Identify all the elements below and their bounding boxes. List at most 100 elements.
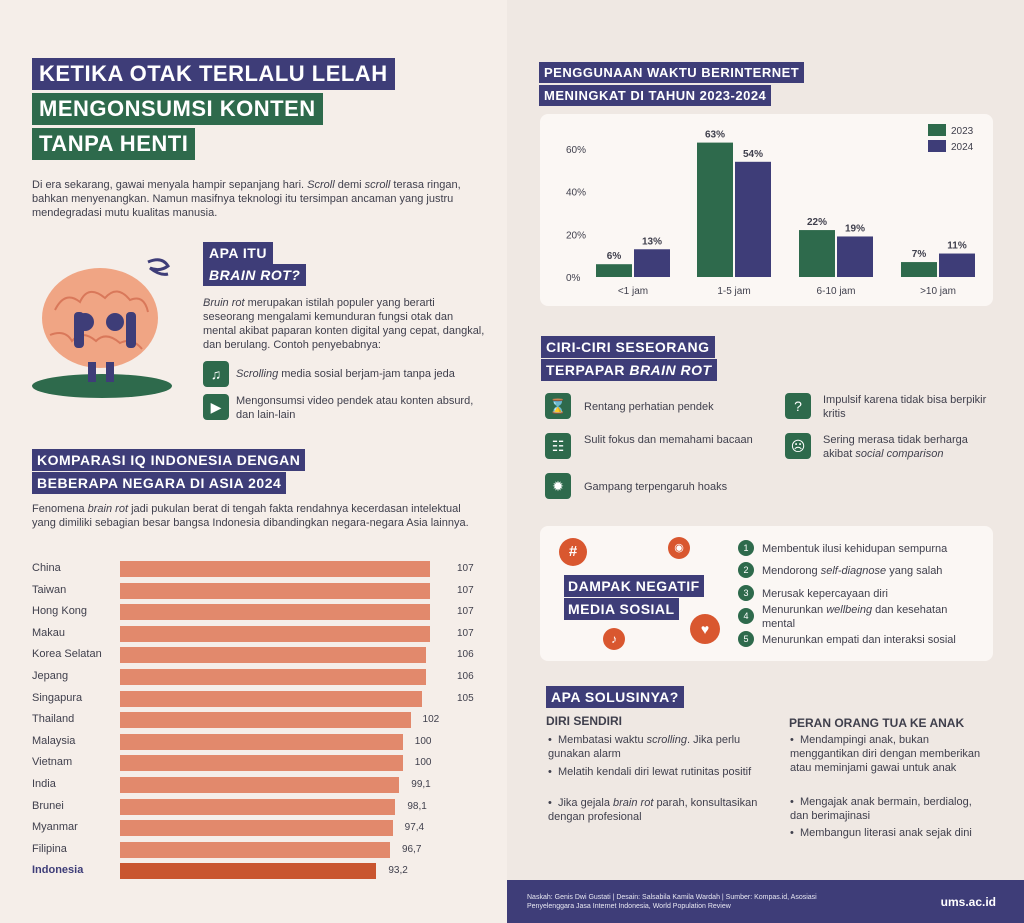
intro-text: Di era sekarang, gawai menyala hampir se… [32, 179, 461, 219]
ciri-item-4: Impulsif karena tidak bisa berpikir krit… [823, 394, 987, 420]
x-category-label: 6-10 jam [817, 286, 856, 297]
solusi-self-3: • Jika gejala brain rot parah, konsultas… [548, 797, 758, 823]
iq-bar [120, 863, 377, 880]
bar-value-label: 54% [743, 149, 763, 160]
iq-row-hong-kong: Hong Kong 107 [32, 603, 474, 621]
bar-value-label: 7% [912, 249, 927, 260]
question-bubble-icon: ? [785, 393, 811, 419]
phone-icon: ♫ [203, 361, 229, 387]
solusi-tag: APA SOLUSINYA? [546, 686, 684, 708]
bar-value-label: 22% [807, 217, 827, 228]
footer-site[interactable]: ums.ac.id [940, 895, 996, 909]
dampak-number-1: 1 [738, 540, 754, 556]
iq-value-label: 107 [457, 606, 474, 618]
iq-bar [120, 561, 430, 577]
iq-value-label: 107 [457, 563, 474, 574]
iq-value-label: 99,1 [411, 779, 431, 790]
cause-2: Mengonsumsi video pendek atau konten abs… [236, 395, 474, 421]
iq-country-label: Jepang [32, 670, 69, 682]
iq-row-brunei: Brunei 98,1 [32, 798, 472, 816]
dampak-tag-2: MEDIA SOSIAL [564, 598, 679, 620]
iq-country-label: Vietnam [32, 756, 73, 769]
bar-2023-0 [596, 264, 632, 277]
instagram-icon: ◉ [668, 537, 690, 559]
x-category-label: <1 jam [618, 286, 648, 297]
solusi-parent-1: • Mendampingi anak, bukan menggantikan d… [790, 734, 981, 774]
y-tick-label: 20% [566, 230, 586, 241]
iq-row-korea-selatan: Korea Selatan 106 [32, 646, 474, 664]
ciri-tag-1: CIRI-CIRI SESEORANG [541, 336, 715, 358]
iq-country-label: China [32, 562, 61, 574]
solusi-self-1: • Membatasi waktu scrolling. Jika perlu … [548, 734, 741, 760]
iq-bar [120, 841, 390, 858]
ciri-item-2: Sulit fokus dan memahami bacaan [584, 434, 753, 446]
bar-2023-1 [697, 142, 733, 277]
iq-country-label: Korea Selatan [32, 648, 102, 661]
footer: Naskah: Genis Dwi Gustati | Desain: Sals… [507, 880, 1024, 923]
book-icon: ☷ [545, 433, 571, 459]
cause-1: Scrolling media sosial berjam-jam tanpa … [236, 368, 455, 380]
dampak-number-3: 3 [738, 585, 754, 601]
iq-value-label: 100 [414, 757, 432, 769]
bar-2024-0 [634, 249, 670, 277]
dampak-item-3: Merusak kepercayaan diri [762, 588, 888, 600]
brainrot-tag-1: APA ITU [203, 242, 273, 264]
y-tick-label: 0% [566, 273, 581, 284]
ciri-item-1: Rentang perhatian pendek [584, 401, 714, 413]
iq-bar [120, 755, 403, 772]
legend-swatch-2023 [928, 124, 946, 136]
iq-row-china: China 107 [32, 560, 474, 578]
bar-value-label: 11% [947, 241, 967, 252]
iq-bar [120, 625, 430, 642]
solusi-heading-parent: PERAN ORANG TUA KE ANAK [789, 716, 965, 730]
iq-value-label: 96,7 [401, 843, 422, 855]
hourglass-icon: ⌛ [545, 393, 571, 419]
x-category-label: >10 jam [920, 286, 956, 297]
internet-chart: 0% 20% 40% 60% 6% 13% <1 jam 63% 54% 1-5 jam 22% 19… [566, 124, 975, 297]
iq-row-singapura: Singapura 105 [32, 690, 474, 708]
solusi-heading-self: DIRI SENDIRI [546, 714, 623, 728]
sad-face-icon: ☹ [785, 433, 811, 459]
iq-bar [120, 582, 430, 599]
iq-country-label: Hong Kong [32, 605, 88, 618]
iq-country-label: India [32, 778, 56, 790]
bar-2024-1 [735, 161, 771, 277]
iq-value-label: 97,4 [404, 822, 425, 834]
title-line-3: TANPA HENTI [32, 128, 196, 160]
iq-value-label: 105 [457, 692, 474, 704]
heart-bubble-icon: ♥ [690, 614, 720, 644]
legend-swatch-2024 [928, 140, 946, 152]
internet-tag-2: MENINGKAT DI TAHUN 2023-2024 [539, 85, 772, 106]
iq-description: Fenomena brain rot jadi pukulan berat di… [32, 503, 469, 529]
virus-icon: ✹ [545, 473, 571, 499]
dampak-item-1: Membentuk ilusi kehidupan sempurna [762, 543, 948, 555]
ciri-item-5: Sering merasa tidak berharga akibat soci… [823, 434, 968, 460]
bar-value-label: 63% [705, 130, 725, 141]
solusi-parent-2: • Mengajak anak bermain, berdialog, dan … [790, 796, 972, 822]
iq-bar [120, 690, 423, 707]
iq-value-label: 100 [414, 735, 432, 747]
iq-bar [120, 798, 396, 815]
iq-row-indonesia: Indonesia 93,2 [32, 862, 472, 880]
x-category-label: 1-5 jam [717, 286, 750, 297]
brainrot-definition: Bruin rot merupakan istilah populer yang… [203, 297, 485, 351]
solusi-parent-3: • Membangun literasi anak sejak dini [790, 827, 972, 839]
tiktok-icon: ♪ [603, 628, 625, 650]
iq-row-thailand: Thailand 102 [32, 711, 472, 729]
legend-label: 2023 [951, 126, 974, 137]
bar-value-label: 19% [845, 223, 865, 234]
bar-2023-3 [901, 262, 937, 277]
brainrot-tag-2: BRAIN ROT? [203, 264, 307, 286]
solusi-self-2: • Melatih kendali diri lewat rutinitas p… [548, 766, 752, 778]
y-tick-label: 40% [566, 188, 586, 199]
iq-bar [120, 669, 427, 685]
legend-label: 2024 [951, 142, 974, 153]
y-tick-label: 60% [566, 145, 586, 156]
iq-row-malaysia: Malaysia 100 [32, 733, 472, 751]
iq-bar [120, 647, 427, 664]
iq-row-vietnam: Vietnam 100 [32, 754, 472, 772]
iq-value-label: 98,1 [407, 800, 427, 812]
bar-2024-3 [939, 253, 975, 277]
iq-value-label: 106 [457, 671, 474, 682]
iq-bar [120, 777, 400, 793]
